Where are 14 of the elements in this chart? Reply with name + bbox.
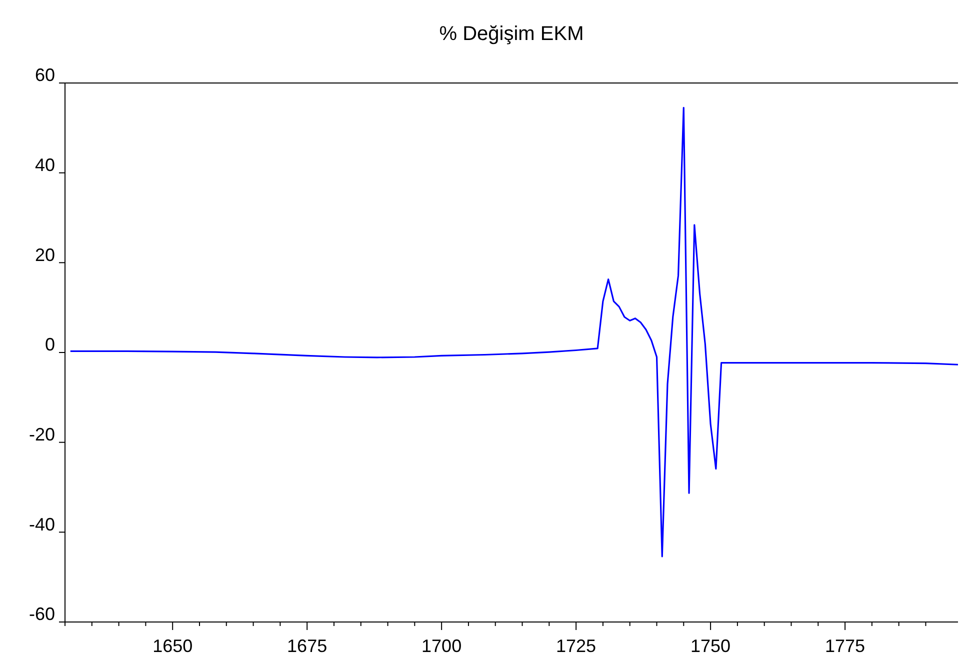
x-tick-label: 1725	[556, 636, 596, 656]
y-tick-label: -40	[28, 514, 55, 534]
x-tick-label: 1700	[422, 636, 462, 656]
chart-title: % Değişim EKM	[439, 23, 584, 45]
y-tick-label: 20	[34, 244, 55, 265]
y-tick-label: -20	[28, 424, 55, 445]
x-tick-label: 1675	[287, 636, 328, 656]
x-tick-label: 1750	[690, 636, 731, 656]
y-tick-label: -60	[28, 604, 55, 624]
y-tick-label: 40	[34, 155, 55, 176]
y-tick-label: 60	[34, 65, 55, 86]
x-tick-label: 1775	[825, 636, 866, 656]
y-tick-label: 0	[44, 334, 55, 355]
x-tick-label: 1650	[152, 636, 193, 656]
